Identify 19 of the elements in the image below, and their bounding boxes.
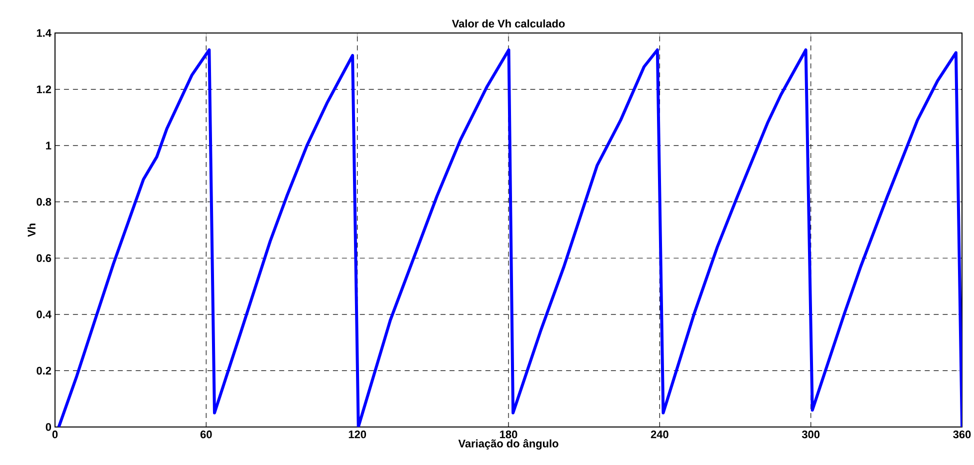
y-tick-label: 0.6: [36, 254, 52, 262]
x-tick-label: 360: [953, 430, 971, 438]
y-tick-label: 1.2: [36, 85, 52, 94]
x-tick-label: 300: [802, 430, 820, 438]
y-tick-label: 0: [46, 423, 52, 431]
y-axis-title: Vh: [27, 224, 36, 237]
x-tick-label: 0: [52, 430, 58, 438]
line-series: [57, 48, 962, 427]
y-tick-label: 1: [46, 142, 52, 150]
x-tick-label: 240: [650, 430, 668, 438]
x-tick-label: 60: [200, 430, 212, 438]
x-tick-label: 180: [500, 430, 518, 438]
y-tick-label: 1.4: [36, 29, 52, 37]
y-tick-label: 0.2: [36, 366, 52, 375]
y-tick-label: 0.8: [36, 198, 52, 206]
chart-title: Valor de Vh calculado: [452, 19, 565, 28]
x-tick-label: 120: [348, 430, 366, 438]
y-tick-label: 0.4: [36, 310, 52, 318]
x-axis-title: Variação do ângulo: [458, 439, 558, 450]
